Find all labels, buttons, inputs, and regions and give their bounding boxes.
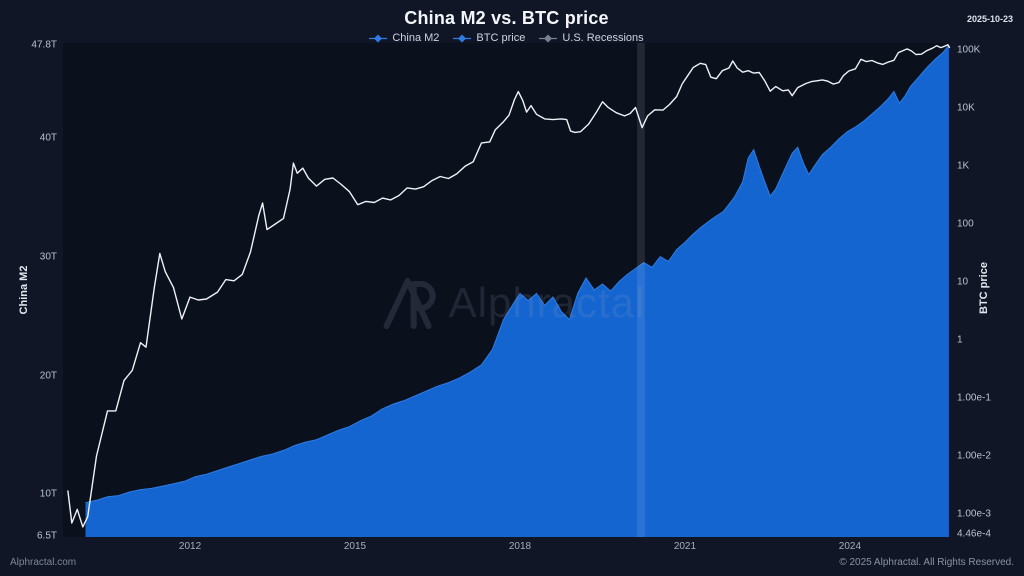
x-axis-tick: 2018 — [508, 541, 532, 552]
left-axis-tick: 6.5T — [36, 530, 57, 542]
left-axis-tick: 40T — [39, 132, 57, 144]
x-axis-tick: 2024 — [838, 541, 862, 552]
right-axis-tick: 4.46e-4 — [957, 528, 991, 540]
footer-site-link[interactable]: Alphractal.com — [10, 557, 77, 568]
legend-item-u-s-recessions[interactable]: U.S. Recessions — [539, 32, 644, 44]
right-axis-tick: 10 — [957, 276, 969, 288]
legend-label: China M2 — [392, 32, 440, 44]
left-axis-tick: 47.8T — [31, 39, 57, 51]
right-axis-tick: 100 — [957, 218, 974, 230]
left-axis-tick: 10T — [39, 488, 57, 500]
left-axis-tick: 20T — [39, 370, 57, 381]
right-axis-tick: 1.00e-2 — [957, 450, 991, 462]
diamond-marker-icon — [453, 34, 472, 42]
x-axis-tick: 2015 — [343, 541, 367, 552]
right-axis-tick: 1 — [957, 334, 963, 346]
report-date: 2025-10-23 — [966, 14, 1013, 24]
recession-band[interactable] — [637, 43, 645, 537]
diamond-marker-icon — [369, 34, 388, 42]
right-axis-tick: 1.00e-1 — [957, 392, 991, 404]
left-axis-tick: 30T — [39, 251, 57, 263]
right-axis-tick: 1K — [957, 160, 970, 172]
left-axis-title: China M2 — [18, 265, 30, 315]
x-axis-tick: 2012 — [178, 541, 202, 552]
legend-item-china-m2[interactable]: China M2 — [369, 32, 439, 44]
diamond-marker-icon — [539, 34, 558, 42]
legend-item-btc-price[interactable]: BTC price — [453, 32, 525, 44]
legend-label: BTC price — [476, 32, 526, 44]
right-axis-tick: 1.00e-3 — [957, 508, 991, 520]
x-axis-tick: 2021 — [673, 541, 697, 552]
right-axis-title: BTC price — [978, 262, 990, 314]
chart-title: China M2 vs. BTC price — [404, 8, 609, 28]
footer-copyright: © 2025 Alphractal. All Rights Reserved. — [839, 557, 1014, 568]
right-axis-tick: 100K — [957, 44, 981, 56]
right-axis-tick: 10K — [957, 102, 975, 114]
btc-price-line-series[interactable] — [67, 44, 951, 528]
chart-legend: China M2 BTC price U.S. Recessions — [63, 32, 950, 44]
legend-label: U.S. Recessions — [562, 32, 644, 44]
china-m2-area-series[interactable] — [85, 45, 949, 537]
